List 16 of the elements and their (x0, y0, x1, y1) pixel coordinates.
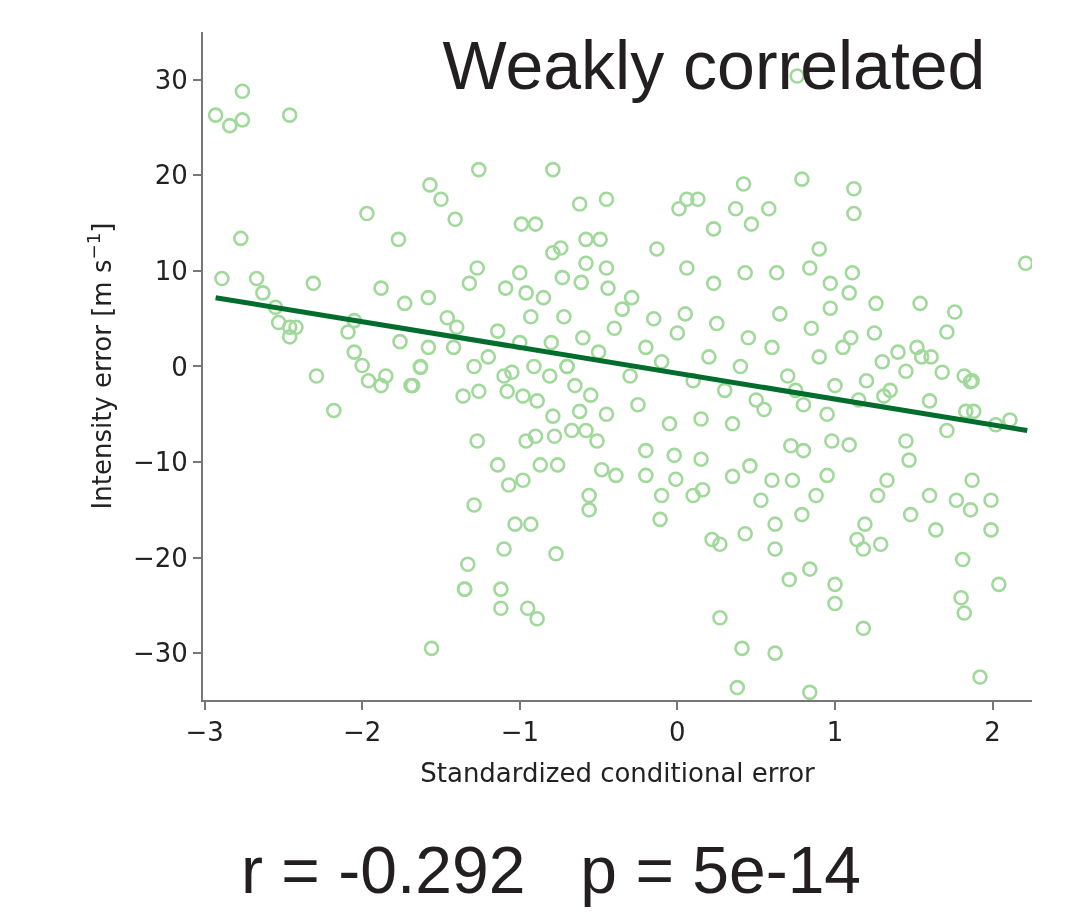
x-tick-label: 2 (984, 717, 1001, 748)
y-tick-label: 0 (171, 351, 188, 382)
x-tick-label: −3 (185, 717, 224, 748)
x-tick-label: −2 (343, 717, 382, 748)
x-tick-label: 1 (826, 717, 844, 748)
x-tick-label: −1 (500, 717, 539, 748)
x-axis-title: Standardized conditional error (420, 758, 816, 789)
y-tick-label: −10 (132, 447, 188, 478)
y-tick-label: −30 (132, 638, 188, 669)
y-tick-label: −20 (132, 542, 188, 573)
y-tick-label: 20 (154, 160, 188, 191)
y-tick-label: 10 (154, 256, 188, 287)
x-tick-label: 0 (669, 717, 686, 748)
chart-title: Weakly correlated (442, 26, 986, 103)
text: r = -0.292 p = 5e-14 (241, 833, 862, 907)
y-tick-label: 30 (154, 64, 188, 95)
